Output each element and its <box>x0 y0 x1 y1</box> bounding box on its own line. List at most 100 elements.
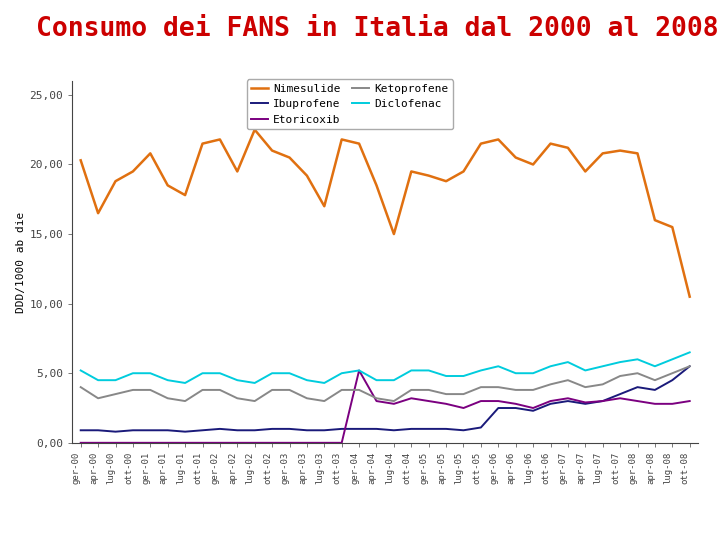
Diclofenac <box>528 370 537 376</box>
Diclofenac <box>477 367 485 374</box>
Diclofenac <box>564 359 572 366</box>
Nimesulide <box>163 182 172 188</box>
Etoricoxib <box>442 401 451 407</box>
Nimesulide <box>442 178 451 185</box>
Diclofenac <box>320 380 328 386</box>
Etoricoxib <box>233 440 242 446</box>
Nimesulide <box>633 150 642 157</box>
Ketoprofene <box>355 387 364 393</box>
Nimesulide <box>581 168 590 174</box>
Ibuprofene <box>581 401 590 407</box>
Etoricoxib <box>668 401 677 407</box>
Etoricoxib <box>302 440 311 446</box>
Diclofenac <box>76 367 85 374</box>
Diclofenac <box>338 370 346 376</box>
Ketoprofene <box>390 398 398 404</box>
Etoricoxib <box>198 440 207 446</box>
Ketoprofene <box>651 377 660 383</box>
Diclofenac <box>198 370 207 376</box>
Ketoprofene <box>546 381 555 388</box>
Ketoprofene <box>633 370 642 376</box>
Etoricoxib <box>528 405 537 411</box>
Ibuprofene <box>233 427 242 434</box>
Diclofenac <box>407 367 415 374</box>
Nimesulide <box>372 182 381 188</box>
Y-axis label: DDD/1000 ab die: DDD/1000 ab die <box>17 211 27 313</box>
Nimesulide <box>459 168 468 174</box>
Etoricoxib <box>268 440 276 446</box>
Diclofenac <box>651 363 660 369</box>
Ibuprofene <box>494 405 503 411</box>
Nimesulide <box>407 168 415 174</box>
Ibuprofene <box>459 427 468 434</box>
Etoricoxib <box>320 440 328 446</box>
Ketoprofene <box>268 387 276 393</box>
Diclofenac <box>598 363 607 369</box>
Diclofenac <box>251 380 259 386</box>
Ketoprofene <box>302 395 311 402</box>
Ketoprofene <box>407 387 415 393</box>
Nimesulide <box>546 140 555 147</box>
Ketoprofene <box>285 387 294 393</box>
Diclofenac <box>129 370 138 376</box>
Line: Ketoprofene: Ketoprofene <box>81 366 690 401</box>
Ketoprofene <box>685 363 694 369</box>
Nimesulide <box>338 136 346 143</box>
Etoricoxib <box>424 398 433 404</box>
Line: Nimesulide: Nimesulide <box>81 130 690 296</box>
Etoricoxib <box>372 398 381 404</box>
Ibuprofene <box>442 426 451 432</box>
Ibuprofene <box>285 426 294 432</box>
Ibuprofene <box>528 408 537 414</box>
Nimesulide <box>494 136 503 143</box>
Ibuprofene <box>146 427 155 434</box>
Nimesulide <box>651 217 660 224</box>
Diclofenac <box>181 380 189 386</box>
Nimesulide <box>233 168 242 174</box>
Ketoprofene <box>442 391 451 397</box>
Ketoprofene <box>616 373 624 379</box>
Ibuprofene <box>215 426 224 432</box>
Ketoprofene <box>598 381 607 388</box>
Diclofenac <box>163 377 172 383</box>
Ketoprofene <box>372 395 381 402</box>
Etoricoxib <box>163 440 172 446</box>
Diclofenac <box>146 370 155 376</box>
Ibuprofene <box>181 428 189 435</box>
Ibuprofene <box>251 427 259 434</box>
Ibuprofene <box>668 377 677 383</box>
Nimesulide <box>424 172 433 179</box>
Nimesulide <box>598 150 607 157</box>
Ibuprofene <box>372 426 381 432</box>
Nimesulide <box>668 224 677 231</box>
Line: Etoricoxib: Etoricoxib <box>81 370 690 443</box>
Ketoprofene <box>320 398 328 404</box>
Ibuprofene <box>633 384 642 390</box>
Diclofenac <box>215 370 224 376</box>
Nimesulide <box>111 178 120 185</box>
Ketoprofene <box>163 395 172 402</box>
Ibuprofene <box>546 401 555 407</box>
Ketoprofene <box>129 387 138 393</box>
Diclofenac <box>581 367 590 374</box>
Ibuprofene <box>407 426 415 432</box>
Etoricoxib <box>651 401 660 407</box>
Diclofenac <box>355 367 364 374</box>
Diclofenac <box>424 367 433 374</box>
Etoricoxib <box>111 440 120 446</box>
Diclofenac <box>372 377 381 383</box>
Diclofenac <box>668 356 677 362</box>
Ibuprofene <box>111 428 120 435</box>
Ketoprofene <box>251 398 259 404</box>
Ibuprofene <box>616 391 624 397</box>
Diclofenac <box>390 377 398 383</box>
Nimesulide <box>564 145 572 151</box>
Ketoprofene <box>198 387 207 393</box>
Nimesulide <box>320 203 328 210</box>
Nimesulide <box>616 147 624 154</box>
Diclofenac <box>685 349 694 355</box>
Etoricoxib <box>94 440 102 446</box>
Ibuprofene <box>477 424 485 431</box>
Ketoprofene <box>181 398 189 404</box>
Ibuprofene <box>198 427 207 434</box>
